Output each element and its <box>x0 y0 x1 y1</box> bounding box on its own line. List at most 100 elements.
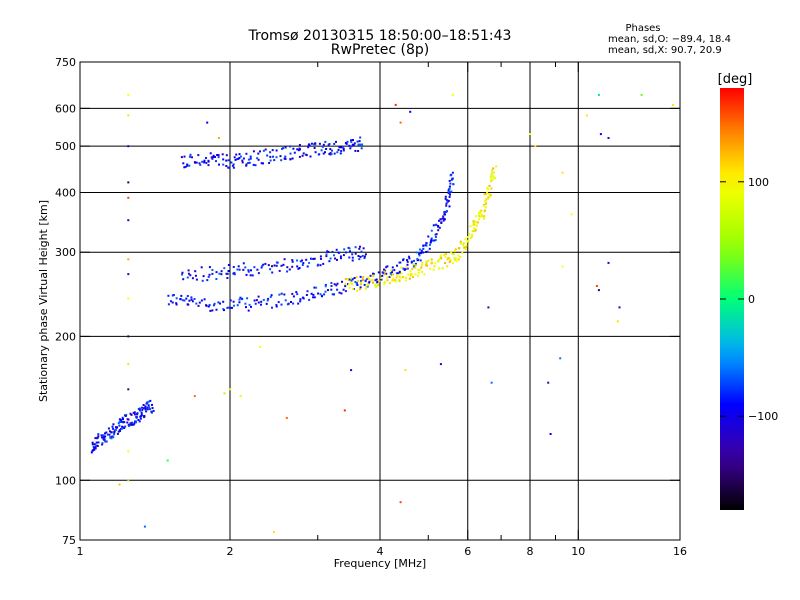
data-point <box>342 148 345 150</box>
data-point <box>232 266 235 268</box>
data-point <box>415 251 418 254</box>
data-point <box>405 276 408 279</box>
data-point <box>101 443 104 446</box>
data-point <box>340 150 343 152</box>
data-point <box>484 193 487 196</box>
data-point <box>398 280 401 283</box>
data-point <box>429 241 432 244</box>
data-point <box>352 288 355 291</box>
data-point <box>269 159 272 162</box>
data-point <box>445 252 447 255</box>
data-point <box>411 267 414 270</box>
data-point <box>187 269 190 272</box>
axis-ticks: 1 2 4 6 8 10 16 75 100 200 300 400 500 600 750 <box>55 56 687 558</box>
data-point <box>410 261 413 264</box>
data-point <box>432 268 435 271</box>
data-point <box>143 415 146 418</box>
data-point <box>398 275 401 278</box>
data-point <box>331 149 333 152</box>
data-point <box>380 277 383 280</box>
data-point <box>127 196 130 199</box>
data-point <box>422 251 425 254</box>
data-point <box>229 388 231 391</box>
data-point <box>445 204 448 207</box>
data-point <box>392 273 395 276</box>
data-point <box>382 272 385 275</box>
data-point <box>195 161 198 164</box>
data-point <box>450 190 453 193</box>
data-point <box>340 257 342 260</box>
data-point <box>396 272 399 275</box>
data-point <box>278 269 281 272</box>
data-point <box>362 247 365 250</box>
data-point <box>457 254 460 257</box>
data-point <box>283 293 286 296</box>
data-point <box>359 136 362 139</box>
data-point <box>375 285 378 288</box>
data-point <box>468 233 471 235</box>
data-point <box>377 271 380 274</box>
data-point <box>479 212 482 214</box>
data-point <box>463 242 465 245</box>
data-point <box>127 145 130 148</box>
data-point <box>406 263 409 266</box>
data-point <box>225 272 228 275</box>
data-point <box>245 163 248 166</box>
data-point <box>138 420 141 423</box>
data-point <box>141 406 144 409</box>
data-point <box>296 265 299 268</box>
data-point <box>352 144 355 146</box>
data-point <box>322 152 325 155</box>
data-point <box>248 303 251 306</box>
data-point <box>374 286 377 289</box>
data-point <box>355 282 358 285</box>
data-point <box>488 184 491 187</box>
data-point <box>337 251 340 254</box>
y-tick-label: 500 <box>55 140 76 153</box>
data-point <box>95 444 98 447</box>
data-point <box>149 408 151 411</box>
data-point <box>420 249 423 252</box>
data-point <box>257 295 260 298</box>
data-point <box>336 282 339 285</box>
data-point <box>488 193 491 196</box>
data-point <box>438 219 440 222</box>
data-point <box>383 268 385 271</box>
data-point <box>429 243 431 246</box>
data-point <box>495 165 498 168</box>
data-point <box>607 137 610 139</box>
data-point <box>96 445 99 447</box>
data-point <box>138 407 141 410</box>
data-point <box>358 247 361 250</box>
data-point <box>213 302 216 305</box>
data-point <box>313 257 316 260</box>
data-point <box>308 298 311 301</box>
data-point <box>147 404 150 407</box>
data-point <box>170 300 172 303</box>
data-point <box>417 271 420 274</box>
data-point <box>127 363 130 366</box>
data-point <box>207 275 210 278</box>
data-point <box>110 437 113 440</box>
data-point <box>125 413 128 416</box>
data-point <box>127 450 130 453</box>
data-point <box>257 272 260 275</box>
data-point <box>412 263 415 266</box>
data-point <box>439 255 442 258</box>
data-point <box>184 165 187 168</box>
data-point <box>333 254 335 257</box>
colorbar-tick-label: 100 <box>748 176 769 189</box>
data-point <box>127 181 130 184</box>
data-point <box>301 296 304 299</box>
data-point <box>118 420 121 423</box>
data-point <box>330 285 333 287</box>
data-point <box>363 255 366 258</box>
x-tick-label: 8 <box>527 545 534 558</box>
data-point <box>475 221 478 224</box>
data-point <box>438 226 441 229</box>
data-point <box>137 408 140 410</box>
data-point <box>377 283 379 286</box>
data-point <box>333 142 336 145</box>
data-point <box>438 258 441 261</box>
data-point <box>217 156 220 159</box>
